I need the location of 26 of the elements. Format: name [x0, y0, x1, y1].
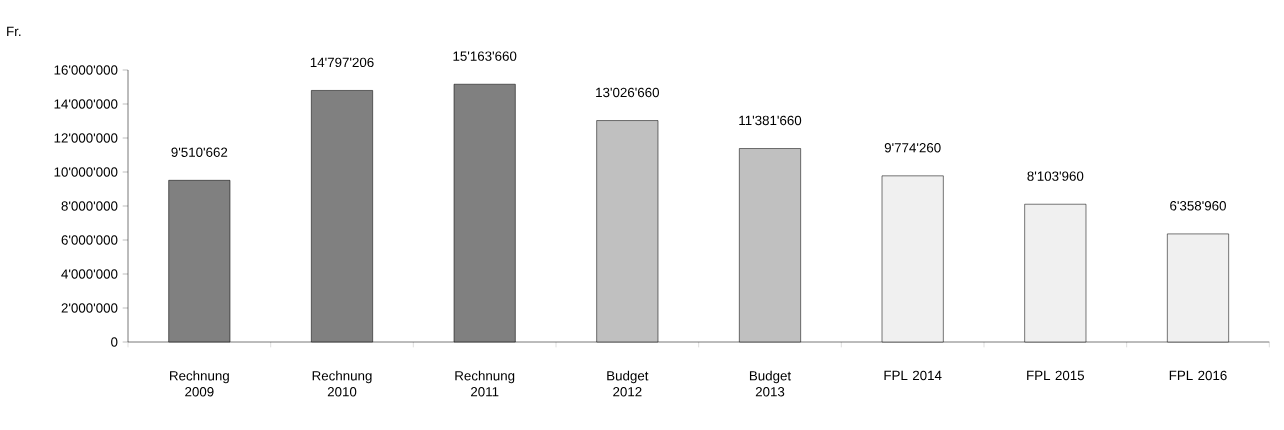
y-tick-label: 10'000'000 — [54, 167, 118, 177]
y-tick-label: 0 — [111, 337, 118, 347]
y-tick-label: 8'000'000 — [61, 201, 118, 211]
x-tick-label: Rechnung 2009 — [170, 370, 229, 397]
data-label: 9'510'662 — [171, 147, 228, 157]
x-tick-label: Budget 2012 — [607, 370, 649, 397]
x-tick-label: FPL 2015 — [1027, 370, 1085, 381]
y-axis-title: Fr. — [7, 26, 21, 36]
data-label: 11'381'660 — [739, 115, 802, 126]
y-tick-label: 2'000'000 — [61, 303, 118, 313]
y-tick-label: 16'000'000 — [54, 65, 118, 75]
data-label: 8'103'960 — [1027, 171, 1084, 181]
data-label: 14'797'206 — [310, 57, 374, 68]
x-tick-label: FPL 2016 — [1169, 370, 1227, 381]
x-tick-label: Rechnung 2011 — [455, 370, 515, 397]
y-tick-label: 12'000'000 — [54, 133, 118, 143]
x-tick-label: Budget 2013 — [749, 370, 792, 397]
data-label: 13'026'660 — [596, 87, 660, 98]
x-tick-label: Rechnung 2010 — [312, 370, 372, 397]
y-tick-label: 14'000'000 — [54, 99, 118, 109]
y-tick-label: 6'000'000 — [61, 235, 118, 245]
data-label: 9'774'260 — [884, 143, 941, 153]
data-label: 6'358'960 — [1170, 201, 1226, 211]
y-tick-label: 4'000'000 — [61, 269, 118, 279]
data-label: 15'163'660 — [453, 51, 517, 61]
x-tick-label: FPL 2014 — [884, 370, 942, 381]
